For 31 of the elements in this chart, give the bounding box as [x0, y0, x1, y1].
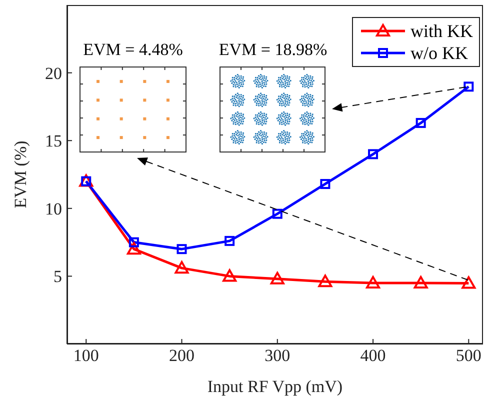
x-tick-label: 300	[264, 346, 290, 366]
point	[224, 236, 235, 246]
y-tick-label: 10	[45, 199, 62, 218]
y-tick-label: 20	[45, 64, 62, 83]
point	[126, 242, 141, 255]
point	[272, 208, 282, 219]
point	[368, 149, 378, 160]
point	[270, 272, 284, 284]
point	[128, 237, 139, 248]
point	[320, 178, 330, 189]
x-axis-title: Input RF Vpp (mV)	[207, 377, 343, 396]
point	[222, 269, 237, 282]
x-tick-label: 400	[360, 346, 386, 366]
point	[318, 274, 332, 288]
point	[464, 82, 474, 92]
y-tick-label: 5	[54, 267, 62, 286]
point	[174, 261, 189, 274]
point	[414, 276, 428, 288]
y-tick-label: 15	[45, 132, 62, 151]
x-tick-label: 500	[456, 346, 482, 366]
point	[366, 276, 380, 288]
legend-label: with KK	[410, 20, 473, 42]
annotation: EVM = 4.48%	[83, 40, 183, 59]
point	[176, 244, 187, 254]
annotation: EVM = 18.98%	[218, 40, 328, 59]
point	[462, 276, 476, 289]
legend-label: w/o KK	[410, 42, 468, 64]
point	[416, 118, 426, 128]
y-axis-title: EVM (%)	[11, 140, 30, 208]
x-tick-label: 200	[169, 346, 195, 366]
x-tick-label: 100	[73, 346, 99, 366]
